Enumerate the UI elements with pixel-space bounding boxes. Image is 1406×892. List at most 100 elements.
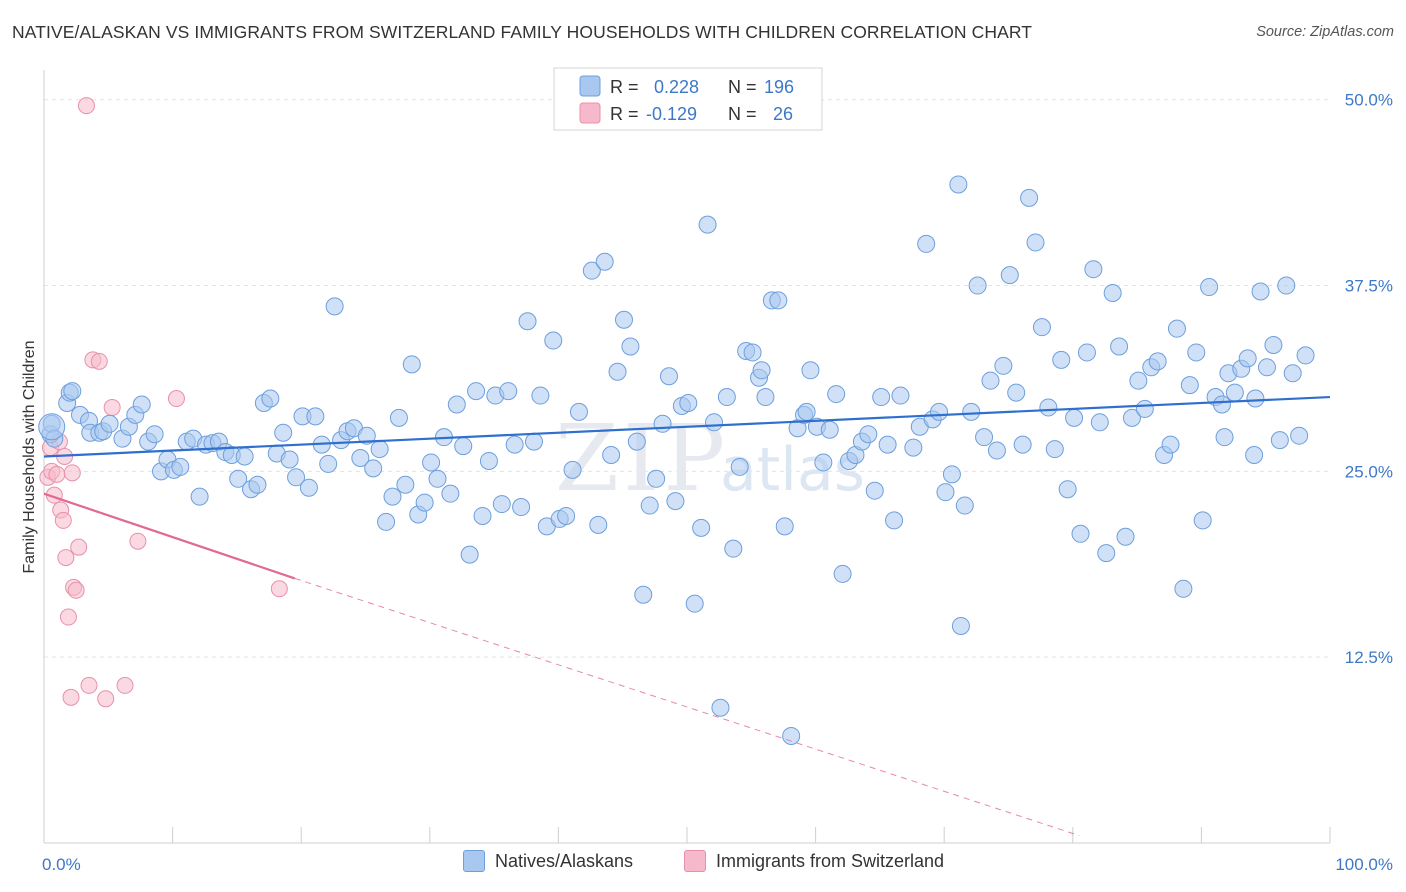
tick-labels: 12.5% 25.0% 37.5% 50.0% 0.0% 100.0% [42,91,1393,874]
point-natives-11 [100,414,119,433]
point-natives-166 [1103,283,1122,302]
point-natives-53 [377,512,396,531]
point-natives-173 [1148,352,1167,371]
point-natives-69 [479,451,498,470]
point-immigrants-12 [67,581,85,599]
point-natives-128 [859,425,878,444]
point-natives-38 [280,450,299,469]
point-natives-133 [891,386,910,405]
point-natives-35 [261,389,280,408]
point-immigrants-17 [90,352,108,370]
point-natives-138 [930,402,949,421]
point-natives-64 [447,395,466,414]
point-natives-142 [951,616,970,635]
point-natives-57 [402,355,421,374]
point-natives-31 [235,447,254,466]
point-natives-75 [518,312,537,331]
point-natives-97 [666,492,685,511]
point-natives-116 [782,726,801,745]
chart-source: Source: ZipAtlas.com [1256,24,1394,40]
point-natives-154 [1026,233,1045,252]
bottom-legend-swatch-immigrants [684,850,706,872]
point-immigrants-7 [54,511,72,529]
point-natives-159 [1058,480,1077,499]
point-natives-15 [132,395,151,414]
bottom-legend-item-immigrants: Immigrants from Switzerland [684,850,944,872]
bottom-legend-swatch-natives [463,850,485,872]
point-natives-60 [422,453,441,472]
legend-n-value-2: 26 [773,104,793,124]
point-natives-21 [171,457,190,476]
point-natives-183 [1212,395,1231,414]
point-natives-177 [1174,579,1193,598]
point-natives-130 [872,388,891,407]
point-immigrants-23 [270,580,288,598]
point-natives-112 [756,388,775,407]
point-natives-63 [441,484,460,503]
point-natives-84 [582,261,601,280]
point-natives-82 [563,460,582,479]
point-immigrants-15 [80,676,98,694]
point-natives-141 [949,175,968,194]
point-natives-111 [752,361,771,380]
legend-r-label-1: R = [610,77,639,97]
point-natives-160 [1065,408,1084,427]
point-natives-140 [942,465,961,484]
point-natives-87 [602,446,621,465]
point-natives-149 [994,356,1013,375]
point-natives-144 [962,402,981,421]
point-natives-77 [531,386,550,405]
point-natives-91 [627,432,646,451]
point-natives-92 [634,585,653,604]
trend-line-immigrants-dashed [294,577,1080,837]
point-natives-81 [557,506,576,525]
x-tick-label-1: 100.0% [1335,855,1393,874]
point-natives-146 [975,428,994,447]
point-immigrants-8 [57,549,75,567]
point-natives-93 [640,496,659,515]
point-natives-136 [917,234,936,253]
point-natives-155 [1032,318,1051,337]
point-natives-170 [1129,371,1148,390]
point-natives-114 [769,291,788,310]
point-natives-151 [1007,383,1026,402]
point-natives-54 [383,487,402,506]
legend-r-label-2: R = [610,104,639,124]
watermark-zip: ZIP [555,405,729,512]
legend-n-label-2: N = [728,104,757,124]
point-natives-198 [1246,389,1265,408]
legend-swatch-immigrants [579,102,601,124]
point-natives-large [38,413,66,441]
point-natives-33 [248,475,267,494]
point-natives-152 [1013,435,1032,454]
point-natives-107 [730,457,749,476]
point-natives-103 [705,413,724,432]
point-immigrants-25 [63,464,81,482]
point-natives-153 [1020,188,1039,207]
point-natives-109 [743,343,762,362]
point-natives-165 [1097,544,1116,563]
point-natives-105 [717,388,736,407]
point-natives-164 [1090,413,1109,432]
point-natives-197 [1296,346,1315,365]
point-natives-145 [968,276,987,295]
x-tick-label-0: 0.0% [42,855,81,874]
legend-swatch-natives [579,75,601,97]
point-natives-175 [1161,435,1180,454]
point-natives-90 [621,337,640,356]
point-natives-89 [614,310,633,329]
legend: R = 0.228 N = 196 R = -0.129 N = 26 [553,67,823,131]
point-natives-167 [1110,337,1129,356]
point-natives-71 [492,495,511,514]
point-immigrants-9 [59,608,77,626]
bottom-legend: Natives/Alaskans Immigrants from Switzer… [0,850,1406,878]
point-natives-119 [801,361,820,380]
point-natives-74 [512,498,531,517]
point-natives-199 [797,402,816,421]
point-natives-161 [1071,524,1090,543]
point-natives-147 [981,371,1000,390]
point-immigrants-4 [48,465,66,483]
point-natives-123 [827,385,846,404]
point-natives-189 [1245,446,1264,465]
